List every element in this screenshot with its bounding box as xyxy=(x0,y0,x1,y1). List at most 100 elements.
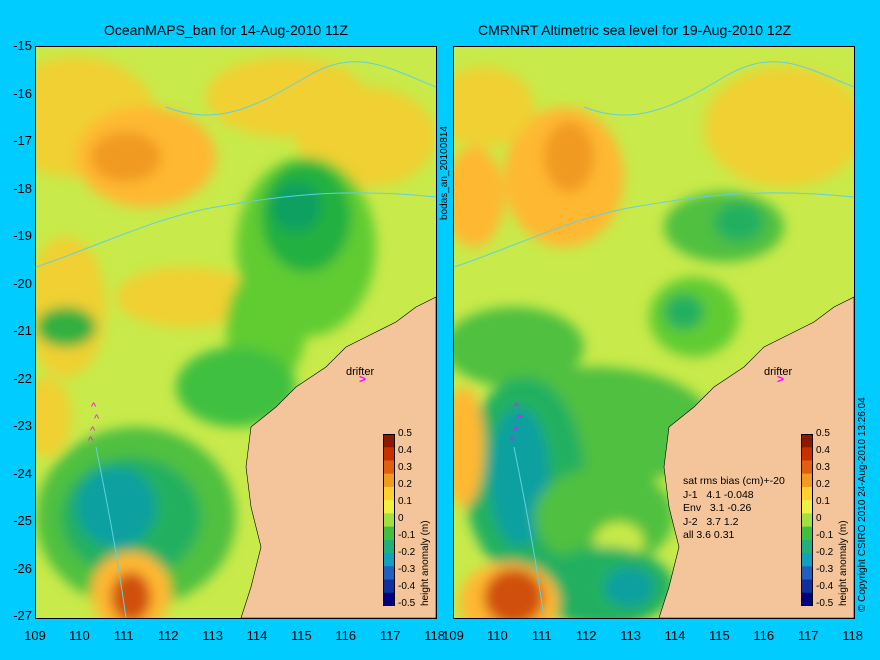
left-map-title: OceanMAPS_ban for 14-Aug-2010 11Z xyxy=(104,22,349,38)
colorbar-segment xyxy=(383,526,395,541)
colorbar-segment xyxy=(801,579,813,594)
colorbar-segment xyxy=(801,553,813,567)
longitude-tick: 109 xyxy=(442,628,464,643)
colorbar-segment xyxy=(801,486,813,501)
copyright-label: © Copyright CSIRO 2010 24-Aug-2010 13:26… xyxy=(857,397,868,612)
left-anomaly-field: ^ ^ ^ ^ xyxy=(36,47,436,618)
colorbar-segment xyxy=(801,500,813,514)
colorbar-tick: -0.3 xyxy=(816,564,834,575)
latitude-tick: -15 xyxy=(13,38,32,53)
colorbar-segment xyxy=(383,592,395,607)
colorbar-segment xyxy=(383,434,395,448)
longitude-tick: 113 xyxy=(202,628,223,643)
longitude-tick: 113 xyxy=(620,628,641,643)
drifter-marker-left: > xyxy=(359,372,367,386)
colorbar-right: 0.5 0.4 0.3 0.2 0.1 0 -0.1 -0.2 -0.3 -0.4 -0.5 xyxy=(801,428,833,611)
latitude-tick: -22 xyxy=(13,370,32,386)
colorbar-tick: -0.5 xyxy=(398,598,416,609)
colorbar-tick: -0.4 xyxy=(816,581,834,592)
colorbar-tick: -0.5 xyxy=(816,598,834,609)
colorbar-segment xyxy=(801,447,813,461)
longitude-tick: 114 xyxy=(246,628,268,643)
colorbar-segment xyxy=(801,434,813,448)
colorbar-tick: -0.3 xyxy=(398,564,416,575)
longitude-tick: 110 xyxy=(69,628,90,643)
colorbar-segment xyxy=(383,553,395,567)
longitude-tick: 116 xyxy=(335,628,357,643)
longitude-tick: 118 xyxy=(424,628,445,643)
colorbar-tick: 0.4 xyxy=(816,445,830,456)
colorbar-segment xyxy=(383,486,395,501)
colorbar-gradient xyxy=(801,434,813,607)
colorbar-segment xyxy=(801,592,813,607)
colorbar-tick: 0.3 xyxy=(816,462,830,473)
longitude-tick: 114 xyxy=(664,628,686,643)
longitude-tick: 112 xyxy=(157,628,179,643)
colorbar-segment xyxy=(383,513,395,528)
longitude-tick: 117 xyxy=(797,628,819,643)
svg-text:^: ^ xyxy=(94,413,100,425)
drifter-track-left: ^ ^ ^ ^ xyxy=(88,401,100,447)
satellite-stats: sat rms bias (cm)+-20 J-1 4.1 -0.048 Env… xyxy=(683,475,785,541)
longitude-tick: 111 xyxy=(113,628,134,643)
colorbar-segment xyxy=(801,473,813,488)
longitude-tick: 117 xyxy=(379,628,401,643)
svg-text:^: ^ xyxy=(91,401,97,413)
longitude-tick: 109 xyxy=(24,628,46,643)
latitude-tick: -16 xyxy=(13,85,32,101)
colorbar-tick: 0.3 xyxy=(398,462,412,473)
colorbar-tick: -0.2 xyxy=(816,547,834,558)
longitude-tick: 116 xyxy=(753,628,775,643)
longitude-tick: 115 xyxy=(291,628,312,643)
colorbar-tick: 0.2 xyxy=(816,479,830,490)
colorbar-segment xyxy=(383,566,395,581)
longitude-tick: 118 xyxy=(842,628,863,643)
latitude-tick: -24 xyxy=(13,465,32,481)
drifter-track-right: ^ ^ ^ ^ xyxy=(510,401,523,447)
drifter-label-left: drifter xyxy=(346,366,375,378)
svg-text:^: ^ xyxy=(88,435,94,447)
colorbar-tick: 0.2 xyxy=(398,479,412,490)
svg-text:^: ^ xyxy=(90,425,96,437)
latitude-tick: -25 xyxy=(13,513,32,528)
colorbar-tick: -0.1 xyxy=(816,530,834,541)
latitude-tick: -18 xyxy=(13,180,32,196)
colorbar-segment xyxy=(383,447,395,461)
latitude-tick: -23 xyxy=(13,418,32,433)
svg-text:^: ^ xyxy=(514,401,520,413)
colorbar-label-right: height anomaly (m) xyxy=(838,520,849,606)
colorbar-tick: 0.1 xyxy=(816,496,830,507)
colorbar-tick: -0.4 xyxy=(398,581,416,592)
left-map-panel: ^ ^ ^ ^ xyxy=(35,46,437,619)
colorbar-segment xyxy=(383,500,395,514)
svg-text:^: ^ xyxy=(517,413,523,425)
colorbar-segment xyxy=(801,513,813,528)
colorbar-tick: 0.5 xyxy=(816,428,830,439)
colorbar-segment xyxy=(801,460,813,475)
colorbar-tick: 0.4 xyxy=(398,445,412,456)
right-anomaly-field: ^ ^ ^ ^ xyxy=(454,47,854,618)
colorbar-tick: -0.1 xyxy=(398,530,416,541)
drifter-label-right: drifter xyxy=(764,366,793,378)
analysis-id-label: bodas_an_20100814 xyxy=(439,126,450,220)
longitude-tick: 115 xyxy=(709,628,730,643)
latitude-tick: -26 xyxy=(13,560,32,576)
colorbar-tick: 0 xyxy=(398,513,404,524)
colorbar-segment xyxy=(383,473,395,488)
colorbar-segment xyxy=(801,539,813,554)
colorbar-tick: 0.5 xyxy=(398,428,412,439)
longitude-tick: 110 xyxy=(487,628,508,643)
longitude-tick: 112 xyxy=(575,628,597,643)
colorbar-tick: -0.2 xyxy=(398,547,416,558)
latitude-tick: -19 xyxy=(13,228,32,243)
latitude-tick: -17 xyxy=(13,133,32,148)
colorbar-left: 0.5 0.4 0.3 0.2 0.1 0 -0.1 -0.2 -0.3 -0.4 -0.5 xyxy=(383,428,415,611)
svg-text:^: ^ xyxy=(510,435,516,447)
latitude-tick: -20 xyxy=(13,275,32,291)
latitude-tick: -21 xyxy=(13,323,32,338)
colorbar-segment xyxy=(383,579,395,594)
latitude-tick: -27 xyxy=(13,608,32,623)
drifter-marker-right: > xyxy=(777,372,785,386)
colorbar-tick: 0.1 xyxy=(398,496,412,507)
colorbar-segment xyxy=(801,526,813,541)
